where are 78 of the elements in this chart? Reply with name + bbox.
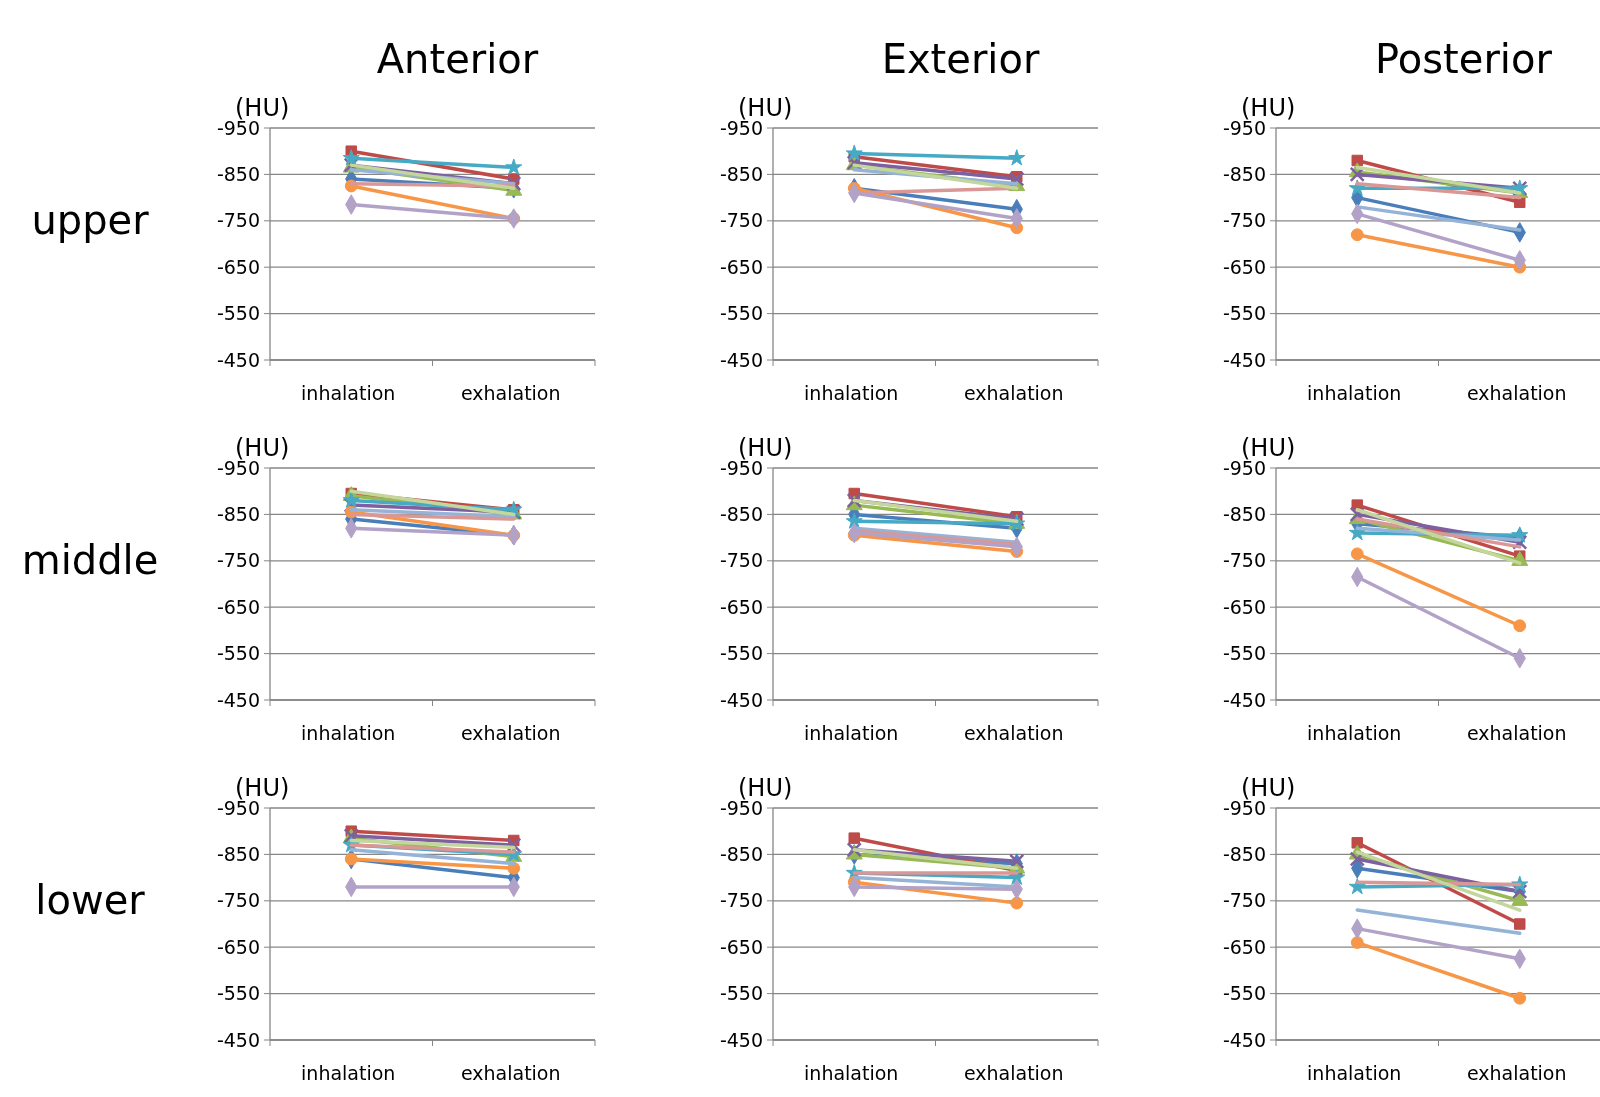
x-tick-label: exhalation bbox=[460, 382, 561, 404]
y-tick-label: -650 bbox=[1222, 935, 1266, 958]
y-tick-label: -450 bbox=[216, 1028, 260, 1051]
x-tick-label: inhalation bbox=[1307, 722, 1402, 744]
x-tick-label: inhalation bbox=[804, 722, 899, 744]
y-axis-title: (HU) bbox=[738, 434, 793, 462]
y-axis-title: (HU) bbox=[235, 774, 290, 802]
y-tick-label: -450 bbox=[1222, 1028, 1266, 1051]
x-tick-label: inhalation bbox=[301, 1062, 396, 1084]
y-tick-label: -750 bbox=[719, 889, 763, 912]
y-tick-label: -650 bbox=[719, 255, 763, 278]
y-tick-label: -450 bbox=[719, 348, 763, 371]
y-tick-label: -750 bbox=[719, 549, 763, 572]
y-tick-label: -550 bbox=[1222, 982, 1266, 1005]
y-tick-label: -850 bbox=[719, 163, 763, 186]
y-tick-label: -550 bbox=[719, 642, 763, 665]
y-tick-label: -750 bbox=[1222, 549, 1266, 572]
y-axis-title: (HU) bbox=[738, 94, 793, 122]
y-tick-label: -650 bbox=[719, 595, 763, 618]
y-tick-label: -850 bbox=[216, 503, 260, 526]
y-tick-label: -450 bbox=[1222, 688, 1266, 711]
y-tick-label: -550 bbox=[719, 982, 763, 1005]
y-tick-label: -850 bbox=[719, 843, 763, 866]
y-tick-label: -450 bbox=[719, 1028, 763, 1051]
y-tick-label: -650 bbox=[216, 595, 260, 618]
y-tick-label: -650 bbox=[1222, 255, 1266, 278]
y-tick-label: -750 bbox=[216, 549, 260, 572]
y-tick-label: -750 bbox=[216, 209, 260, 232]
y-tick-label: -650 bbox=[216, 255, 260, 278]
y-axis-title: (HU) bbox=[738, 774, 793, 802]
y-tick-label: -850 bbox=[216, 843, 260, 866]
y-tick-label: -650 bbox=[719, 935, 763, 958]
y-tick-label: -650 bbox=[216, 935, 260, 958]
x-tick-label: inhalation bbox=[301, 382, 396, 404]
text: upper bbox=[31, 197, 150, 243]
y-tick-label: -550 bbox=[1222, 302, 1266, 325]
x-tick-label: exhalation bbox=[1466, 382, 1567, 404]
y-axis-title: (HU) bbox=[235, 94, 290, 122]
y-tick-label: -450 bbox=[216, 688, 260, 711]
y-tick-label: -850 bbox=[1222, 163, 1266, 186]
text: lower bbox=[35, 877, 146, 923]
y-tick-label: -550 bbox=[216, 642, 260, 665]
x-tick-label: exhalation bbox=[963, 722, 1064, 744]
x-tick-label: exhalation bbox=[1466, 722, 1567, 744]
y-tick-label: -650 bbox=[1222, 595, 1266, 618]
y-tick-label: -450 bbox=[719, 688, 763, 711]
y-axis-title: (HU) bbox=[1241, 434, 1296, 462]
y-tick-label: -850 bbox=[719, 503, 763, 526]
y-tick-label: -550 bbox=[1222, 642, 1266, 665]
x-tick-label: exhalation bbox=[963, 382, 1064, 404]
y-tick-label: -750 bbox=[719, 209, 763, 232]
x-tick-label: exhalation bbox=[963, 1062, 1064, 1084]
y-tick-label: -750 bbox=[216, 889, 260, 912]
y-tick-label: -750 bbox=[1222, 889, 1266, 912]
x-tick-label: inhalation bbox=[804, 382, 899, 404]
chart-title: Anterior bbox=[376, 36, 539, 82]
chart-title: Exterior bbox=[881, 36, 1040, 82]
text: middle bbox=[21, 537, 159, 583]
y-axis-title: (HU) bbox=[235, 434, 290, 462]
y-tick-label: -550 bbox=[216, 982, 260, 1005]
x-tick-label: inhalation bbox=[804, 1062, 899, 1084]
y-axis-title: (HU) bbox=[1241, 774, 1296, 802]
x-tick-label: exhalation bbox=[460, 722, 561, 744]
chart-title: Posterior bbox=[1375, 36, 1553, 82]
y-tick-label: -850 bbox=[1222, 503, 1266, 526]
y-tick-label: -550 bbox=[216, 302, 260, 325]
y-tick-label: -850 bbox=[216, 163, 260, 186]
x-tick-label: inhalation bbox=[1307, 1062, 1402, 1084]
y-tick-label: -550 bbox=[719, 302, 763, 325]
y-tick-label: -450 bbox=[216, 348, 260, 371]
y-tick-label: -750 bbox=[1222, 209, 1266, 232]
x-tick-label: exhalation bbox=[1466, 1062, 1567, 1084]
x-tick-label: inhalation bbox=[1307, 382, 1402, 404]
x-tick-label: exhalation bbox=[460, 1062, 561, 1084]
y-tick-label: -450 bbox=[1222, 348, 1266, 371]
y-axis-title: (HU) bbox=[1241, 94, 1296, 122]
y-tick-label: -850 bbox=[1222, 843, 1266, 866]
x-tick-label: inhalation bbox=[301, 722, 396, 744]
